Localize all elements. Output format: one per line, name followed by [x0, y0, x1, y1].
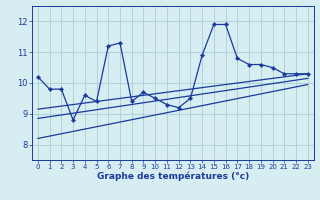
X-axis label: Graphe des températures (°c): Graphe des températures (°c): [97, 172, 249, 181]
